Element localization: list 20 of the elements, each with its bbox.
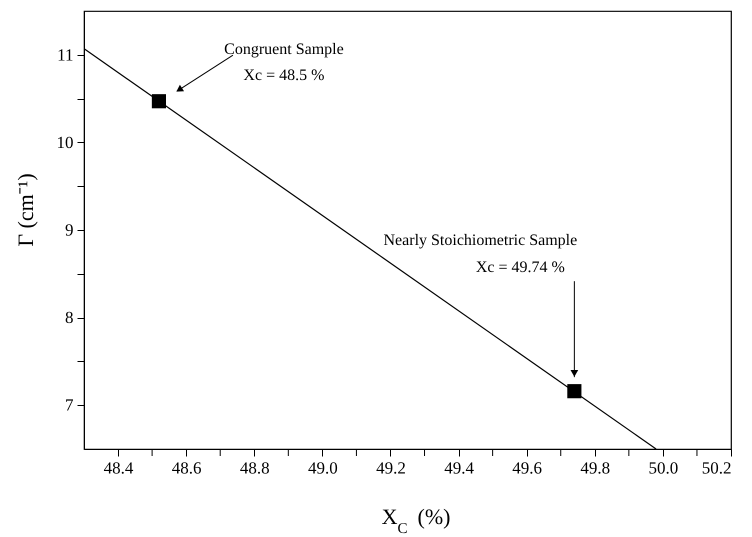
- annotation: Xc = 49.74 %: [476, 259, 565, 276]
- x-tick-label: 49.0: [308, 458, 338, 478]
- x-tick-label: 49.2: [376, 458, 406, 478]
- x-tick-label: 49.4: [444, 458, 474, 478]
- x-tick-label: 49.8: [580, 458, 610, 478]
- x-tick-label: 50.2: [702, 458, 732, 478]
- annotation: Congruent Sample: [224, 41, 344, 58]
- y-tick-label: 8: [65, 308, 74, 328]
- y-tick-label: 11: [57, 45, 74, 64]
- x-tick-label: 50.0: [648, 458, 678, 478]
- y-axis-title: Γ (cm⁻¹): [13, 173, 38, 247]
- y-tick-label: 7: [65, 396, 74, 415]
- x-tick-label: 48.6: [172, 458, 202, 478]
- x-tick-label: 48.8: [240, 458, 270, 478]
- annotation: Xc = 48.5 %: [243, 67, 324, 84]
- y-tick-label: 9: [65, 220, 74, 240]
- y-tick-label: 10: [56, 132, 74, 152]
- annotation: Nearly Stoichiometric Sample: [383, 232, 578, 250]
- x-tick-label: 49.6: [512, 458, 542, 478]
- x-tick-label: 48.4: [104, 458, 134, 478]
